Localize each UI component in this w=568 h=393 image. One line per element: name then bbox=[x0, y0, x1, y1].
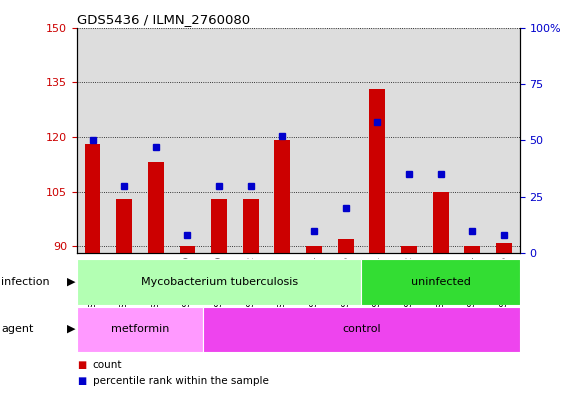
Bar bbox=[361, 259, 520, 305]
Text: GDS5436 / ILMN_2760080: GDS5436 / ILMN_2760080 bbox=[77, 13, 250, 26]
Bar bbox=[211, 199, 227, 253]
Text: ▶: ▶ bbox=[67, 277, 76, 287]
Text: ■: ■ bbox=[77, 376, 86, 386]
Text: percentile rank within the sample: percentile rank within the sample bbox=[93, 376, 269, 386]
Bar bbox=[401, 246, 417, 253]
Text: infection: infection bbox=[1, 277, 50, 287]
Text: uninfected: uninfected bbox=[411, 277, 470, 287]
Bar bbox=[306, 246, 322, 253]
Bar bbox=[203, 307, 520, 352]
Text: metformin: metformin bbox=[111, 324, 169, 334]
Bar bbox=[274, 141, 290, 253]
Text: ▶: ▶ bbox=[67, 324, 76, 334]
Text: Mycobacterium tuberculosis: Mycobacterium tuberculosis bbox=[140, 277, 298, 287]
Bar bbox=[148, 162, 164, 253]
Bar bbox=[85, 144, 101, 253]
Text: count: count bbox=[93, 360, 122, 370]
Bar bbox=[77, 259, 361, 305]
Text: agent: agent bbox=[1, 324, 34, 334]
Bar bbox=[369, 90, 385, 253]
Text: ■: ■ bbox=[77, 360, 86, 370]
Bar bbox=[243, 199, 258, 253]
Bar bbox=[465, 246, 480, 253]
Bar bbox=[433, 191, 449, 253]
Bar bbox=[77, 307, 203, 352]
Bar bbox=[496, 242, 512, 253]
Bar bbox=[116, 199, 132, 253]
Bar bbox=[179, 246, 195, 253]
Bar bbox=[338, 239, 353, 253]
Text: control: control bbox=[342, 324, 381, 334]
